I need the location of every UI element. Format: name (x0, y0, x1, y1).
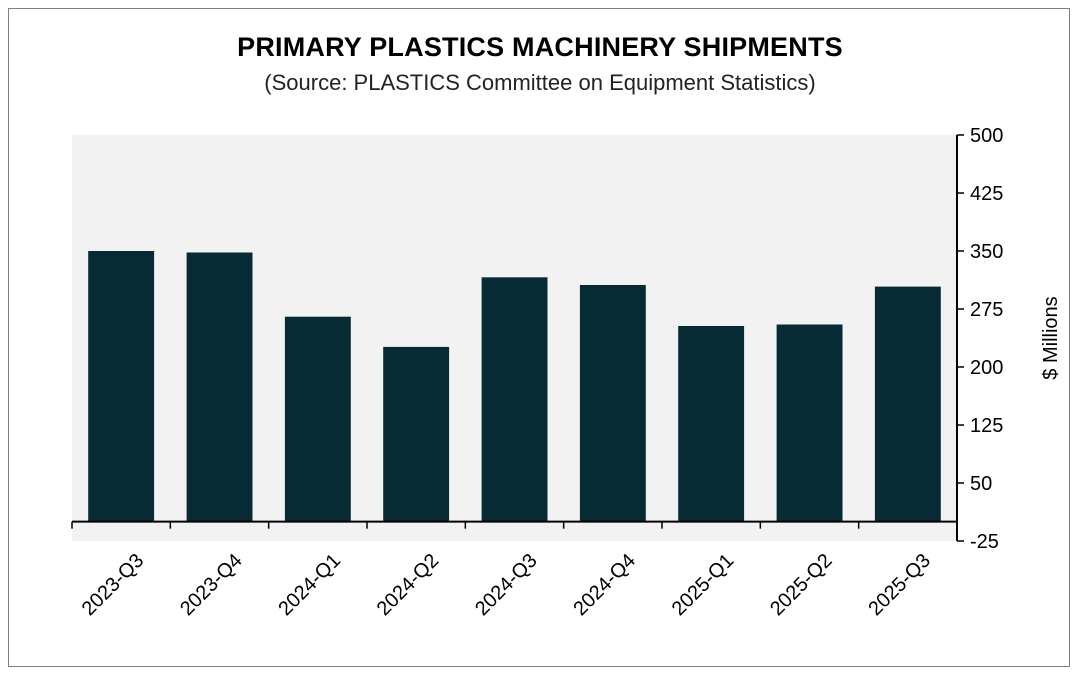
chart-title: PRIMARY PLASTICS MACHINERY SHIPMENTS (237, 32, 843, 62)
y-axis-label: $ Millions (1040, 296, 1062, 379)
x-tick-label: 2025-Q2 (766, 550, 837, 621)
bar-2024-Q2 (383, 346, 450, 522)
x-tick-label: 2024-Q1 (274, 550, 345, 621)
x-tick-label: 2023-Q4 (176, 550, 247, 621)
bar-2025-Q2 (776, 324, 843, 522)
y-axis-ticks: -25 50 125 200 275 350 425 500 (957, 125, 1003, 553)
bar-2025-Q3 (874, 286, 941, 522)
bar-2023-Q3 (88, 251, 155, 522)
y-tick-label: 500 (970, 125, 1003, 147)
x-tick-label: 2023-Q3 (78, 550, 149, 621)
bar-series (88, 251, 941, 522)
y-tick-label: 125 (970, 415, 1003, 437)
bar-2025-Q1 (678, 326, 745, 522)
x-tick-label: 2025-Q1 (668, 550, 739, 621)
bar-2023-Q4 (186, 252, 253, 522)
x-tick-label: 2025-Q3 (864, 550, 935, 621)
x-tick-label: 2024-Q3 (471, 550, 542, 621)
bar-2024-Q3 (481, 277, 548, 522)
bar-2024-Q4 (579, 285, 646, 522)
y-tick-label: 200 (970, 357, 1003, 379)
bar-2024-Q1 (284, 316, 351, 522)
x-tick-label: 2024-Q2 (373, 550, 444, 621)
y-tick-label: 350 (970, 241, 1003, 263)
y-tick-label: -25 (970, 531, 999, 553)
y-tick-label: 425 (970, 183, 1003, 205)
y-tick-label: 275 (970, 299, 1003, 321)
y-tick-label: 50 (970, 473, 992, 495)
x-tick-label: 2024-Q4 (569, 550, 640, 621)
chart-subtitle: (Source: PLASTICS Committee on Equipment… (264, 70, 816, 95)
